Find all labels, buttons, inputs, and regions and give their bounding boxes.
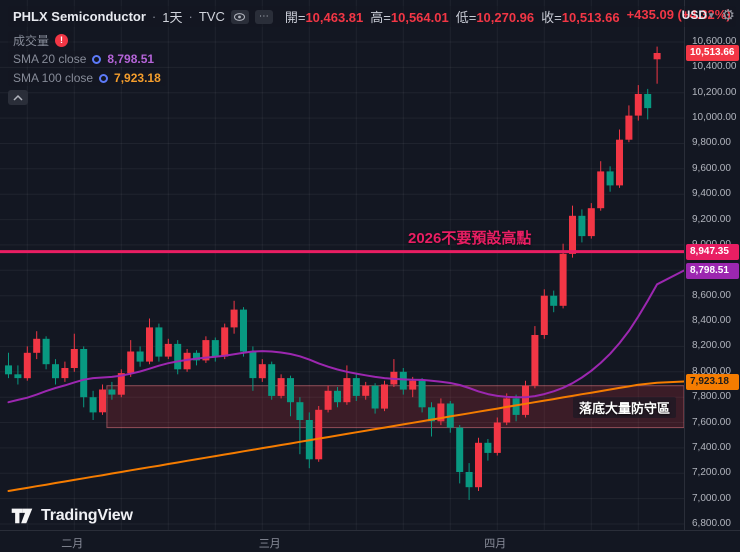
indicator-marker-icon[interactable] bbox=[99, 73, 109, 83]
price-axis[interactable]: 10,600.00 10,400.00 10,200.00 10,000.00 9,80… bbox=[684, 0, 740, 530]
time-axis[interactable]: 二月 三月 四月 bbox=[0, 530, 740, 552]
symbol-title: PHLX Semiconductor bbox=[13, 9, 146, 24]
open-value: 10,463.81 bbox=[305, 10, 364, 25]
top-right-controls: USD ▾ ⚙ bbox=[682, 6, 735, 24]
time-label: 四月 bbox=[484, 538, 507, 550]
sma100-value: 7,923.18 bbox=[114, 71, 161, 85]
open-label: 開= bbox=[284, 10, 306, 25]
close-label: 收= bbox=[541, 10, 562, 25]
time-label: 二月 bbox=[61, 538, 84, 550]
price-tick: 7,800.00 bbox=[692, 391, 731, 403]
more-options-icon[interactable]: ⋯ bbox=[254, 9, 273, 24]
separator: · bbox=[151, 9, 157, 24]
price-tick: 6,800.00 bbox=[692, 518, 731, 529]
price-tick: 7,200.00 bbox=[692, 467, 731, 479]
interval-label[interactable]: 1天 bbox=[162, 10, 183, 25]
price-tick: 10,000.00 bbox=[692, 112, 737, 124]
caret-down-icon: ▾ bbox=[709, 9, 714, 20]
price-badge: 8,947.35 bbox=[686, 243, 739, 260]
indicator-error-icon[interactable]: ! bbox=[55, 34, 69, 47]
candles bbox=[5, 46, 661, 500]
price-tick: 7,400.00 bbox=[692, 441, 731, 453]
legend-collapse-button[interactable] bbox=[8, 90, 28, 105]
price-tick: 9,800.00 bbox=[692, 137, 731, 149]
price-tick: 9,600.00 bbox=[692, 162, 731, 174]
price-badge: 7,923.18 bbox=[686, 373, 739, 390]
volume-label: 成交量 bbox=[13, 34, 50, 48]
price-badge: 10,513.66 bbox=[686, 44, 739, 61]
price-tick: 10,200.00 bbox=[692, 86, 737, 98]
annotation-zone-note[interactable]: 落底大量防守區 bbox=[572, 396, 676, 418]
gear-icon[interactable]: ⚙ bbox=[721, 7, 735, 24]
tradingview-logo-text: TradingView bbox=[41, 506, 133, 524]
indicator-marker-icon[interactable] bbox=[92, 54, 102, 64]
price-tick: 10,600.00 bbox=[692, 36, 737, 47]
grid bbox=[0, 0, 684, 530]
chevron-up-icon bbox=[13, 94, 23, 101]
price-tick: 9,400.00 bbox=[692, 188, 731, 200]
sma20-legend[interactable]: SMA 20 close 8,798.51 bbox=[8, 51, 160, 67]
tradingview-logo[interactable]: TradingView bbox=[10, 506, 133, 525]
visibility-icon[interactable] bbox=[230, 9, 249, 24]
tradingview-logo-icon bbox=[11, 508, 33, 524]
currency-label: USD bbox=[681, 8, 708, 22]
sma100-label: SMA 100 close bbox=[13, 71, 94, 85]
annotation-high-note[interactable]: 2026不要預設高點 bbox=[408, 229, 532, 247]
sma100-legend[interactable]: SMA 100 close 7,923.18 bbox=[8, 70, 166, 86]
close-value: 10,513.66 bbox=[561, 10, 620, 25]
symbol-legend[interactable]: PHLX Semiconductor · 1天 · TVC ⋯ 開=10,463… bbox=[8, 6, 736, 27]
price-tick: 8,600.00 bbox=[692, 289, 731, 301]
price-tick: 8,400.00 bbox=[692, 315, 731, 327]
price-tick: 8,200.00 bbox=[692, 340, 731, 352]
time-label: 三月 bbox=[258, 538, 281, 550]
price-tick: 8,000.00 bbox=[692, 365, 731, 377]
sma20-value: 8,798.51 bbox=[107, 52, 155, 66]
price-badge: 8,798.51 bbox=[686, 262, 739, 279]
price-tick: 9,200.00 bbox=[692, 213, 731, 225]
price-tick: 7,600.00 bbox=[692, 416, 731, 428]
low-value: 10,270.96 bbox=[476, 10, 535, 25]
volume-legend[interactable]: 成交量 ! bbox=[8, 31, 74, 50]
low-label: 低= bbox=[455, 10, 477, 25]
high-label: 高= bbox=[370, 10, 391, 25]
separator: · bbox=[188, 9, 193, 24]
price-tick: 10,400.00 bbox=[692, 61, 737, 73]
price-tick: 7,000.00 bbox=[692, 492, 731, 504]
currency-dropdown[interactable]: USD ▾ bbox=[682, 8, 714, 22]
high-value: 10,564.01 bbox=[390, 10, 449, 25]
ohlc-values: 開=10,463.81 高=10,564.01 低=10,270.96 收=10… bbox=[285, 7, 731, 26]
sma100-line[interactable] bbox=[7, 380, 685, 492]
sma20-label: SMA 20 close bbox=[13, 52, 87, 66]
change-value: +435.09 (+4.32%) bbox=[626, 7, 731, 22]
exchange-label: TVC bbox=[198, 9, 225, 24]
sma20-line[interactable] bbox=[7, 269, 685, 404]
